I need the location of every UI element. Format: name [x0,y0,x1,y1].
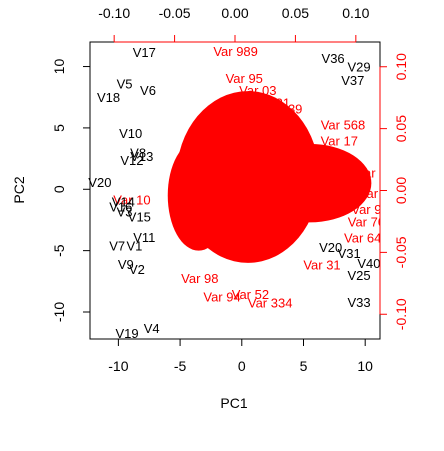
right-tick-label: -0.05 [393,236,409,268]
variable-label: Var 5 [356,165,386,180]
right-tick-label: 0.00 [393,177,409,204]
variable-label: Var 98 [181,271,218,286]
variable-label: Var 03 [239,83,276,98]
top-axis: -0.10 -0.05 0.00 0.05 0.10 [98,5,370,43]
observation-label: V20 [88,175,111,190]
variable-label: Var 52 [232,287,269,302]
variable-label: Var 10 [113,192,150,207]
observation-label: V19 [115,326,138,341]
bottom-axis: -10 -5 0 5 10 [108,338,373,374]
observation-label: V6 [140,83,156,98]
top-tick-label: 0.00 [221,5,248,21]
variable-label: Var 17 [321,133,358,148]
y-tick-label: 10 [51,59,67,75]
variable-cloud-blob [167,140,230,251]
observation-label: V3 [117,204,133,219]
observation-label: V18 [97,90,120,105]
observation-label: V15 [128,209,151,224]
variable-label: Var 21 [253,95,290,110]
right-tick-label: -0.10 [393,298,409,330]
y-tick-label: 0 [51,185,67,193]
observation-label: V33 [347,295,370,310]
variable-label: Var 334 [248,295,293,310]
variable-cloud-blob [247,143,372,223]
x-axis-label: PC1 [220,395,247,411]
top-tick-label: -0.10 [98,5,130,21]
y-tick-label: -5 [51,244,67,257]
variable-label: Var 568 [321,117,366,132]
top-tick-label: 0.05 [282,5,309,21]
observation-label: V4 [144,321,160,336]
observation-label: V25 [347,268,370,283]
variable-label: Var 989 [213,44,258,59]
right-axis: -0.10 -0.05 0.00 0.05 0.10 [379,53,409,330]
variable-label: Var 95 [226,71,263,86]
observation-label: V8 [130,145,146,160]
observation-label: V17 [133,45,156,60]
observation-label: V11 [133,230,155,245]
x-tick-label: -10 [108,358,128,374]
observation-label: V5 [117,77,133,92]
observation-label: V10 [119,126,142,141]
variable-label: Var 31 [303,257,340,272]
left-axis: -10 -5 0 5 10 [51,59,91,322]
observation-label: V12 [120,153,143,168]
observation-label: V37 [341,73,364,88]
observation-label: V29 [347,60,370,75]
top-tick-label: -0.05 [159,5,191,21]
observation-label: V20 [319,240,342,255]
variable-label: Var 9 [351,202,381,217]
variable-label: Var 94 [203,289,240,304]
variable-label: Var 64 [344,230,381,245]
observation-label: V31 [338,246,361,261]
observation-label: V36 [322,51,345,66]
y-tick-label: -10 [51,302,67,322]
x-tick-label: 0 [238,358,246,374]
observation-label: V13 [130,149,153,164]
variable-label: Var 39 [265,102,302,117]
observation-label: V1 [126,239,142,254]
top-tick-label: 0.10 [342,5,369,21]
observation-label: V7 [109,239,125,254]
y-tick-label: 5 [51,124,67,132]
observation-label: V9 [118,257,134,272]
x-tick-label: 10 [357,358,373,374]
observation-label: V16 [109,199,132,214]
variable-label: Var 70 [348,214,385,229]
variable-cloud [167,91,372,263]
x-tick-label: -5 [174,358,187,374]
x-tick-label: 5 [300,358,308,374]
right-tick-label: 0.05 [393,115,409,142]
observation-label: V2 [129,262,145,277]
variable-label: Var 2 [359,186,389,201]
y-axis-label: PC2 [11,176,27,203]
observation-label: V14 [112,195,135,210]
observation-label: V40 [357,256,380,271]
right-tick-label: 0.10 [393,53,409,80]
